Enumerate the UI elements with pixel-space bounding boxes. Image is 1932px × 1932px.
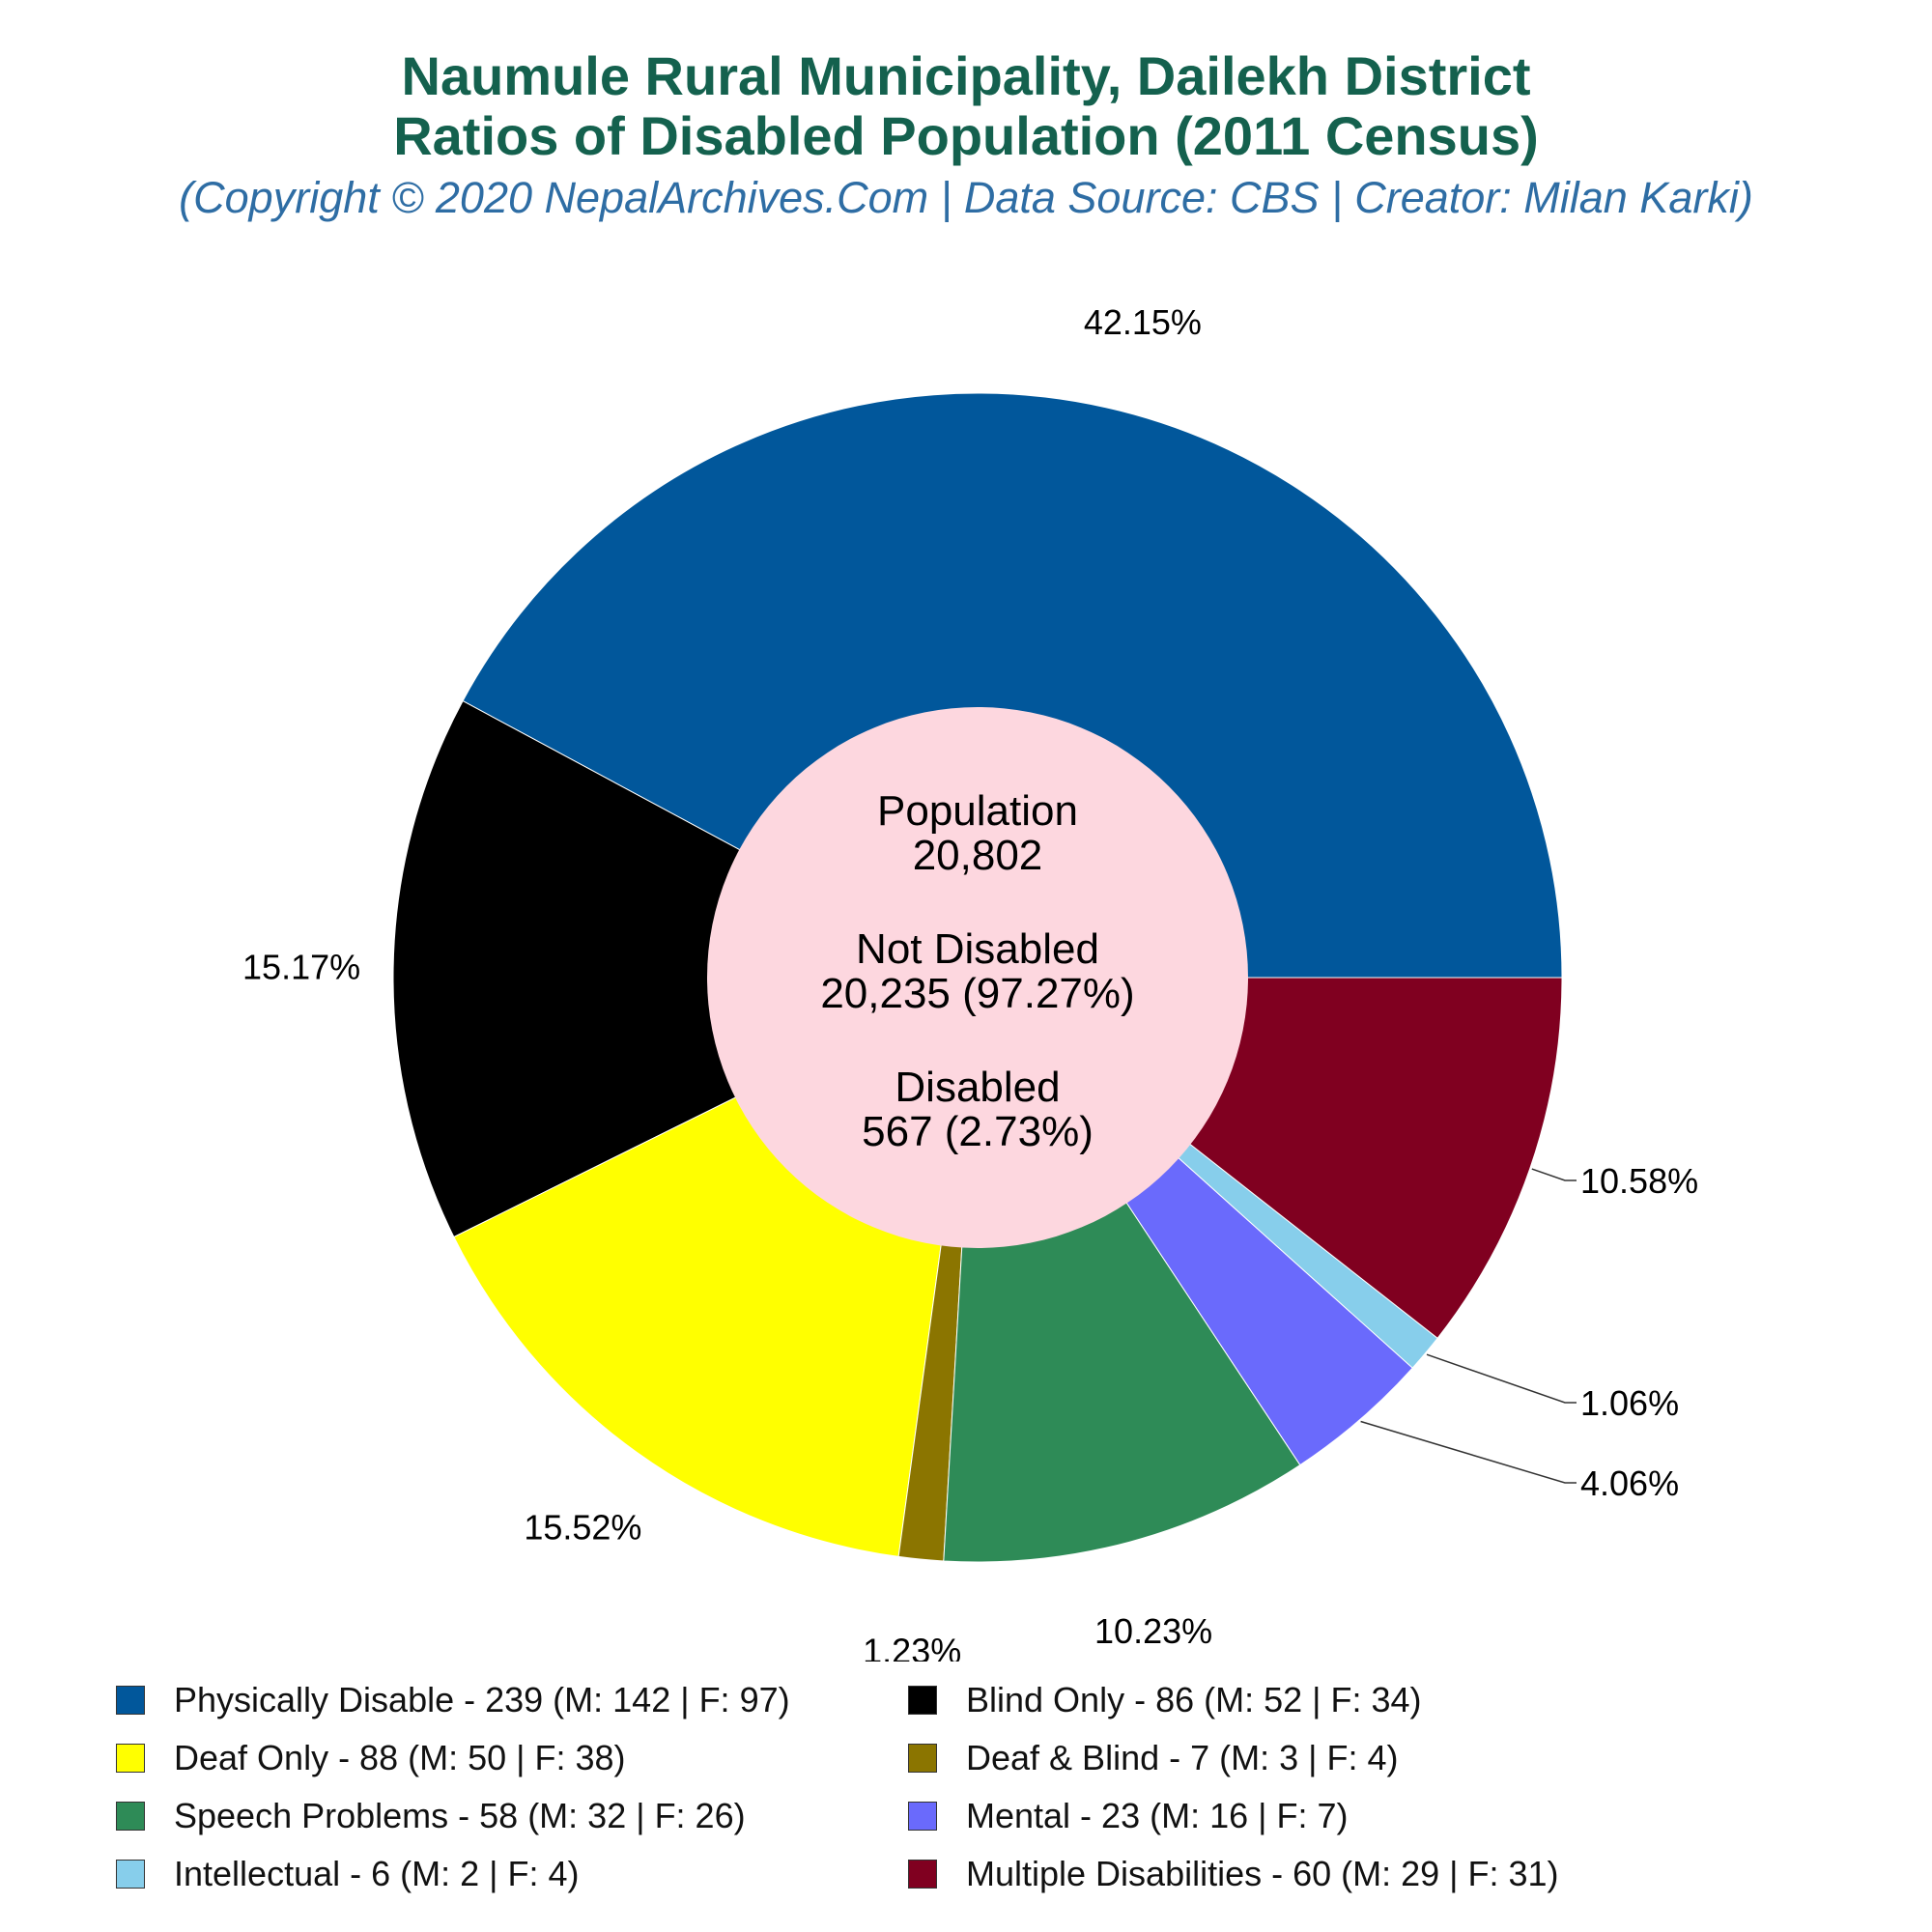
- legend-swatch: [908, 1686, 937, 1715]
- legend-item: Multiple Disabilities - 60 (M: 29 | F: 3…: [908, 1845, 1559, 1903]
- legend-label: Multiple Disabilities - 60 (M: 29 | F: 3…: [966, 1854, 1559, 1893]
- percent-labels: 42.15% 15.17% 15.52% 1.23% 10.23% 4.06% 1.06% 1…: [242, 302, 1698, 1662]
- legend-swatch: [908, 1860, 937, 1889]
- legend-item: Blind Only - 86 (M: 52 | F: 34): [908, 1671, 1422, 1729]
- center-not-disabled-value: 20,235 (97.27%): [820, 970, 1134, 1017]
- center-circle: [707, 707, 1248, 1248]
- legend-swatch: [116, 1860, 145, 1889]
- donut-chart: 42.15% 15.17% 15.52% 1.23% 10.23% 4.06% 1.06% 1…: [242, 302, 1698, 1662]
- leader-lines: [1360, 1168, 1577, 1484]
- legend-swatch: [908, 1802, 937, 1831]
- center-disabled-label: Disabled: [895, 1064, 1060, 1111]
- percent-label: 42.15%: [1084, 302, 1202, 342]
- center-disabled-value: 567 (2.73%): [862, 1108, 1094, 1155]
- legend-label: Blind Only - 86 (M: 52 | F: 34): [966, 1680, 1422, 1719]
- chart-title-line-2: Ratios of Disabled Population (2011 Cens…: [393, 105, 1539, 166]
- legend-swatch: [116, 1802, 145, 1831]
- leader-line: [1426, 1353, 1577, 1404]
- legend-swatch: [116, 1686, 145, 1715]
- pie-slice-blind-only: [392, 699, 980, 1238]
- chart-title-line-1: Naumule Rural Municipality, Dailekh Dist…: [401, 45, 1531, 106]
- legend-label: Deaf Only - 88 (M: 50 | F: 38): [174, 1738, 626, 1777]
- legend-swatch: [116, 1744, 145, 1773]
- legend-label: Mental - 23 (M: 16 | F: 7): [966, 1796, 1349, 1835]
- percent-label: 4.06%: [1580, 1463, 1679, 1503]
- legend-label: Speech Problems - 58 (M: 32 | F: 26): [174, 1796, 746, 1835]
- chart-subtitle: (Copyright © 2020 NepalArchives.Com | Da…: [179, 173, 1753, 222]
- leader-line: [1531, 1168, 1577, 1181]
- pie-slice-physically-disable: [462, 392, 1563, 979]
- percent-label: 10.23%: [1094, 1611, 1212, 1651]
- legend-label: Physically Disable - 239 (M: 142 | F: 97…: [174, 1680, 790, 1719]
- leader-line: [1360, 1420, 1577, 1484]
- legend-label: Intellectual - 6 (M: 2 | F: 4): [174, 1854, 580, 1893]
- legend-item: Deaf & Blind - 7 (M: 3 | F: 4): [908, 1729, 1399, 1787]
- legend-item: Speech Problems - 58 (M: 32 | F: 26): [116, 1787, 746, 1845]
- percent-label: 1.23%: [863, 1632, 961, 1662]
- legend: Physically Disable - 239 (M: 142 | F: 97…: [0, 1671, 1932, 1903]
- center-population-label: Population: [877, 787, 1078, 835]
- percent-label: 15.52%: [524, 1507, 641, 1547]
- percent-label: 10.58%: [1580, 1161, 1698, 1201]
- legend-item: Deaf Only - 88 (M: 50 | F: 38): [116, 1729, 626, 1787]
- legend-item: Physically Disable - 239 (M: 142 | F: 97…: [116, 1671, 790, 1729]
- legend-label: Deaf & Blind - 7 (M: 3 | F: 4): [966, 1738, 1399, 1777]
- legend-item: Intellectual - 6 (M: 2 | F: 4): [116, 1845, 579, 1903]
- legend-swatch: [908, 1744, 937, 1773]
- legend-item: Mental - 23 (M: 16 | F: 7): [908, 1787, 1348, 1845]
- percent-label: 15.17%: [242, 947, 360, 986]
- center-population-value: 20,802: [913, 832, 1043, 879]
- center-not-disabled-label: Not Disabled: [856, 925, 1099, 973]
- percent-label: 1.06%: [1580, 1383, 1679, 1423]
